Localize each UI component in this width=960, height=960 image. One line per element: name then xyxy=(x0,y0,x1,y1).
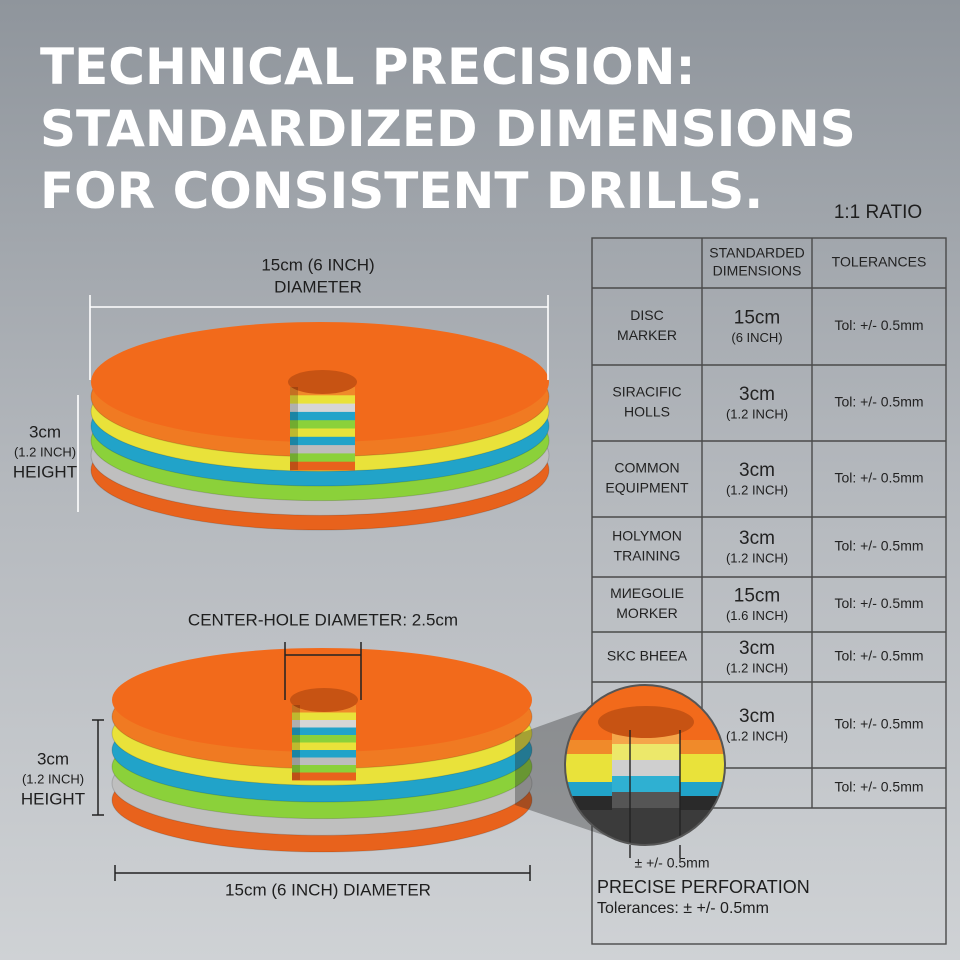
zoom-wall xyxy=(612,760,680,776)
notch-shadow xyxy=(292,705,300,780)
zoom-caption: PRECISE PERFORATION xyxy=(597,877,810,897)
zoom-layer-left xyxy=(565,782,612,796)
dimension: 3cm xyxy=(739,384,775,405)
notch-layer xyxy=(290,436,355,446)
zoom-layer-right xyxy=(680,768,725,782)
table-border xyxy=(591,237,947,945)
dimension-label: (1.2 INCH) xyxy=(22,771,84,786)
zoom-layer-left xyxy=(565,754,612,768)
dimension-inches: (1.2 INCH) xyxy=(726,406,788,421)
zoom-ring xyxy=(564,684,726,846)
zoom-layer-left xyxy=(565,768,612,782)
dimension: 15cm xyxy=(734,308,780,329)
notch-layer xyxy=(292,735,356,743)
notch-layer xyxy=(290,445,355,454)
zoom-wall xyxy=(612,792,680,808)
zoom-wall xyxy=(612,744,680,760)
zoom-hole xyxy=(598,706,694,738)
item-label: MORKER xyxy=(616,605,677,621)
disc xyxy=(111,648,533,853)
notch-layer xyxy=(290,453,355,463)
notch-layer xyxy=(292,750,356,758)
notch-layer xyxy=(292,757,356,766)
dimension-label: 15cm (6 INCH) DIAMETER xyxy=(225,880,431,899)
notch-layer xyxy=(290,461,355,471)
tolerance: Tol: +/- 0.5mm xyxy=(834,595,923,611)
item-label: SIRACIFIC xyxy=(612,384,681,400)
ratio: 1:1 RATIO xyxy=(834,202,922,223)
zoom-note: Tolerances: ± +/- 0.5mm xyxy=(597,900,769,917)
zoom-layer-right xyxy=(680,740,725,754)
notch-layer xyxy=(290,428,355,438)
notch-layer xyxy=(292,742,356,751)
notch-layer xyxy=(292,765,356,773)
dimension: 15cm xyxy=(734,586,780,607)
tolerance: Tol: +/- 0.5mm xyxy=(834,394,923,410)
zoom-captions: ± +/- 0.5mm PRECISE PERFORATION Toleranc… xyxy=(597,855,810,918)
column-header: DIMENSIONS xyxy=(713,263,802,279)
notch-layer xyxy=(292,712,356,721)
item-label: TRAINING xyxy=(614,548,681,564)
notch-layer xyxy=(292,720,356,728)
zoom-layer-left xyxy=(565,740,612,754)
item-label: MИEGOLIE xyxy=(610,585,684,601)
dimension-inches: (1.2 INCH) xyxy=(726,550,788,565)
tolerance: Tol: +/- 0.5mm xyxy=(834,716,923,732)
dimension-label: 15cm (6 INCH) xyxy=(261,255,374,274)
item-label: MARKER xyxy=(617,327,677,343)
notch-layer xyxy=(290,395,355,405)
dimension: 3cm xyxy=(739,528,775,549)
notch-shadow xyxy=(290,387,298,470)
tolerance: Tol: +/- 0.5mm xyxy=(834,470,923,486)
center-hole xyxy=(288,370,357,394)
zoom-layer-right xyxy=(680,754,725,768)
zoom-wall xyxy=(612,776,680,792)
item-label: EQUIPMENT xyxy=(605,480,689,496)
item-label: SKC BHEEA xyxy=(607,648,688,664)
top-disc-annotations: 15cm (6 INCH) DIAMETER 3cm (1.2 INCH) HE… xyxy=(13,255,549,512)
title: TECHNICAL PRECISION: STANDARDIZED DIMENS… xyxy=(40,38,856,220)
disc xyxy=(90,322,550,531)
dimension-label: HEIGHT xyxy=(13,462,77,481)
zoom-layer-right xyxy=(680,782,725,796)
dimension-inches: (6 INCH) xyxy=(731,330,782,345)
zoom-tolerance: ± +/- 0.5mm xyxy=(635,855,710,871)
dimension-inches: (1.2 INCH) xyxy=(726,660,788,675)
dimension-label: 3cm xyxy=(29,422,61,441)
discs xyxy=(90,322,550,853)
notch-layer xyxy=(290,411,355,421)
column-header: STANDARDED xyxy=(709,245,804,261)
dimension: 3cm xyxy=(739,638,775,659)
item-label: DISC xyxy=(630,307,663,323)
center-hole xyxy=(290,688,358,712)
dimension-label: (1.2 INCH) xyxy=(14,444,76,459)
item-label: HOLLS xyxy=(624,404,670,420)
dimension-inches: (1.6 INCH) xyxy=(726,608,788,623)
dimension-inches: (1.2 INCH) xyxy=(726,482,788,497)
dimension: 3cm xyxy=(739,706,775,727)
notch-layer xyxy=(292,772,356,781)
bottom-disc-annotations: CENTER-HOLE DIAMETER: 2.5cm 3cm (1.2 INC… xyxy=(21,610,531,899)
tolerance: Tol: +/- 0.5mm xyxy=(834,779,923,795)
notch-layer xyxy=(290,420,355,429)
tolerance: Tol: +/- 0.5mm xyxy=(834,317,923,333)
tolerance: Tol: +/- 0.5mm xyxy=(834,648,923,664)
dimension-label: CENTER-HOLE DIAMETER: 2.5cm xyxy=(188,610,458,629)
title-line: TECHNICAL PRECISION: xyxy=(40,38,695,96)
title-line: FOR CONSISTENT DRILLS. xyxy=(40,162,763,220)
notch-layer xyxy=(290,403,355,413)
dimension-label: 3cm xyxy=(37,749,69,768)
dimension: 3cm xyxy=(739,460,775,481)
dimension-inches: (1.2 INCH) xyxy=(726,728,788,743)
tolerance: Tol: +/- 0.5mm xyxy=(834,538,923,554)
item-label: COMMON xyxy=(614,460,679,476)
dimension-label: HEIGHT xyxy=(21,789,85,808)
title-line: STANDARDIZED DIMENSIONS xyxy=(40,100,856,158)
dimension-label: DIAMETER xyxy=(274,277,362,296)
notch-layer xyxy=(292,727,356,736)
column-header: TOLERANCES xyxy=(832,254,927,270)
spec-table: STANDARDED DIMENSIONS TOLERANCES DISC MAR… xyxy=(591,237,947,945)
item-label: HOLYMON xyxy=(612,528,682,544)
